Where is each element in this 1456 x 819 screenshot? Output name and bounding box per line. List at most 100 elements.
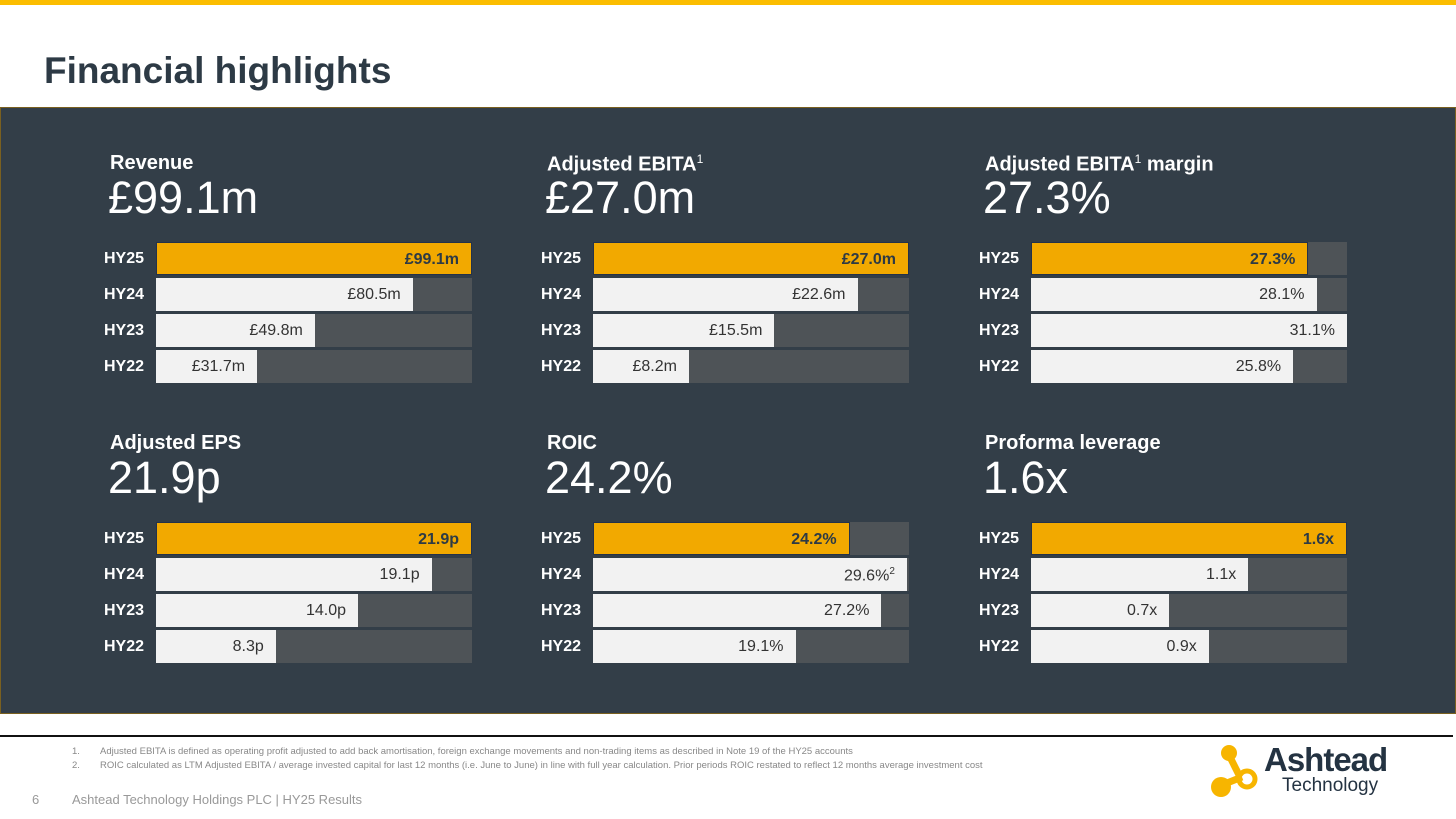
- bar: 19.1p: [156, 558, 432, 591]
- bar-row: HY25 21.9p: [104, 522, 474, 558]
- bar-track: 0.9x: [1031, 630, 1347, 663]
- data-label: £8.2m: [633, 358, 677, 376]
- category-label: HY22: [979, 638, 1020, 655]
- category-label: HY25: [979, 530, 1020, 547]
- data-label: 1.1x: [1206, 566, 1236, 584]
- bar: 14.0p: [156, 594, 358, 627]
- category-label: HY23: [104, 602, 145, 619]
- bar-track: £27.0m: [593, 242, 909, 275]
- data-label: £80.5m: [347, 286, 400, 304]
- category-label: HY22: [104, 358, 145, 375]
- bar-track: 1.1x: [1031, 558, 1347, 591]
- data-label: £15.5m: [709, 322, 762, 340]
- chart-title: Revenue: [110, 152, 193, 175]
- data-label-text: £80.5m: [347, 286, 401, 303]
- category-label: HY23: [979, 602, 1020, 619]
- logo-subtitle: Technology: [1282, 775, 1379, 796]
- data-label: £22.6m: [792, 286, 845, 304]
- logo-wordmark: Ashtead: [1264, 741, 1388, 778]
- bar: 1.1x: [1031, 558, 1249, 591]
- bar-row: HY24 £80.5m: [104, 278, 474, 314]
- chart-title-text: Adjusted EPS: [110, 432, 242, 454]
- bar: 31.1%: [1031, 314, 1347, 347]
- bar-row: HY25 27.3%: [979, 242, 1349, 278]
- chart-title-text: Proforma leverage: [985, 432, 1161, 454]
- bar-track: £31.7m: [156, 350, 472, 383]
- category-label: HY25: [541, 530, 582, 547]
- bar-row: HY23 £49.8m: [104, 314, 474, 350]
- data-label: 8.3p: [233, 638, 264, 656]
- bar: 1.6x: [1031, 522, 1347, 555]
- bar-rows: HY25 1.6x HY24 1.1x HY23 0.7x HY22 0.9x: [979, 522, 1349, 666]
- bar: £49.8m: [156, 314, 315, 347]
- bar-track: 0.7x: [1031, 594, 1347, 627]
- bar: 27.3%: [1031, 242, 1309, 275]
- bar-row: HY25 £27.0m: [541, 242, 911, 278]
- bar: 28.1%: [1031, 278, 1317, 311]
- data-label-text: 27.2%: [824, 602, 870, 619]
- bar-track: £80.5m: [156, 278, 472, 311]
- bar-track: £49.8m: [156, 314, 472, 347]
- data-label-text: 28.1%: [1259, 286, 1305, 303]
- bar-track: £99.1m: [156, 242, 472, 275]
- data-label: 21.9p: [418, 531, 459, 549]
- headline-value: 24.2%: [545, 452, 673, 503]
- bar-row: HY22 25.8%: [979, 350, 1349, 386]
- category-label: HY22: [541, 358, 582, 375]
- bar-track: 27.3%: [1031, 242, 1347, 275]
- data-label-text: £27.0m: [841, 251, 896, 268]
- chart-title: Adjusted EPS: [110, 432, 241, 455]
- bar-track: 14.0p: [156, 594, 472, 627]
- category-label: HY25: [541, 250, 582, 267]
- bar-row: HY24 28.1%: [979, 278, 1349, 314]
- logo-molecule-icon: [1211, 745, 1258, 797]
- bar: 0.9x: [1031, 630, 1209, 663]
- chart-title-text: ROIC: [547, 432, 597, 454]
- bar-track: £8.2m: [593, 350, 909, 383]
- category-label: HY24: [104, 286, 145, 303]
- bar: 25.8%: [1031, 350, 1294, 383]
- category-label: HY23: [541, 322, 582, 339]
- bar-track: 31.1%: [1031, 314, 1347, 347]
- chart-title-suffix: margin: [1141, 153, 1214, 176]
- headline-value: £99.1m: [108, 172, 259, 223]
- bar-rows: HY25 21.9p HY24 19.1p HY23 14.0p HY22 8.…: [104, 522, 474, 666]
- footnote-text: ROIC calculated as LTM Adjusted EBITA / …: [100, 760, 983, 771]
- category-label: HY24: [541, 286, 582, 303]
- bar-track: 29.6%2: [593, 558, 909, 591]
- bar-rows: HY25 24.2% HY24 29.6%2 HY23 27.2% HY22 1…: [541, 522, 911, 666]
- data-label: £31.7m: [192, 358, 245, 376]
- bar: 27.2%: [593, 594, 882, 627]
- bar-track: 28.1%: [1031, 278, 1347, 311]
- category-label: HY22: [104, 638, 145, 655]
- category-label: HY24: [541, 566, 582, 583]
- bar-track: 25.8%: [1031, 350, 1347, 383]
- data-label: 19.1%: [738, 638, 783, 656]
- headline-value: 1.6x: [983, 452, 1069, 503]
- headline-value: 21.9p: [108, 452, 221, 503]
- bar-row: HY25 24.2%: [541, 522, 911, 558]
- data-label-text: 19.1%: [738, 638, 784, 655]
- data-label: 28.1%: [1259, 286, 1304, 304]
- page-number: 6: [32, 792, 40, 807]
- data-label: 19.1p: [380, 566, 420, 584]
- data-label-text: 14.0p: [305, 602, 346, 619]
- bar: £8.2m: [593, 350, 689, 383]
- bar-track: £22.6m: [593, 278, 909, 311]
- data-label-text: 0.9x: [1166, 638, 1197, 655]
- data-label-text: £31.7m: [191, 358, 246, 375]
- footer-divider: [0, 735, 1453, 737]
- bar: £31.7m: [156, 350, 258, 383]
- bar-row: HY24 29.6%2: [541, 558, 911, 594]
- bar: 8.3p: [156, 630, 276, 663]
- data-label: £27.0m: [842, 251, 896, 269]
- bar-track: 24.2%: [593, 522, 909, 555]
- bar-track: 27.2%: [593, 594, 909, 627]
- bar: 19.1%: [593, 630, 796, 663]
- data-label-text: £22.6m: [792, 286, 846, 303]
- category-label: HY23: [104, 322, 145, 339]
- data-label-text: 31.1%: [1289, 322, 1335, 339]
- data-label-text: 8.3p: [232, 638, 264, 655]
- footnote-1: 1. Adjusted EBITA is defined as operating…: [72, 746, 853, 757]
- bar-row: HY23 27.2%: [541, 594, 911, 630]
